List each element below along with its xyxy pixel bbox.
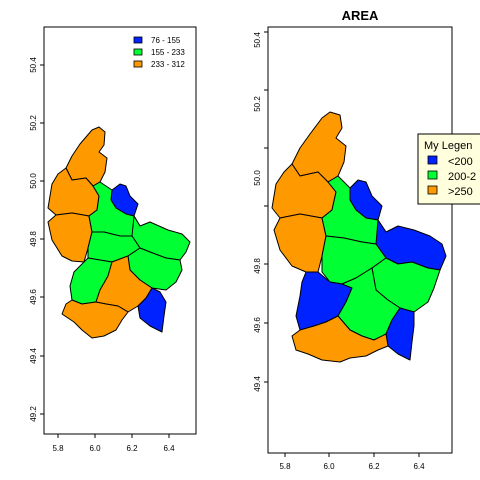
right-x-tick: 5.8 xyxy=(279,462,291,471)
left-legend-swatch-orange xyxy=(133,60,143,68)
left-legend-swatch-blue xyxy=(133,36,143,44)
left-y-tick: 50.2 xyxy=(29,115,38,131)
right-map-panel: AREA xyxy=(253,8,480,471)
right-legend-label: 200-2 xyxy=(448,171,476,183)
left-y-tick: 49.8 xyxy=(29,231,38,247)
left-legend-label: 233 - 312 xyxy=(151,60,185,69)
right-y-axis xyxy=(264,31,268,383)
right-legend-swatch-blue xyxy=(427,155,438,165)
left-legend-label: 76 - 155 xyxy=(151,36,181,45)
right-y-tick: 49.6 xyxy=(253,317,262,333)
right-y-tick: 49.8 xyxy=(253,258,262,274)
right-legend-title: My Legen xyxy=(424,140,472,152)
right-y-tick: 49.4 xyxy=(253,376,262,392)
right-legend-swatch-orange xyxy=(427,185,438,195)
left-y-tick: 50.4 xyxy=(29,57,38,73)
right-legend-label: >250 xyxy=(448,186,473,198)
left-legend-label: 155 - 233 xyxy=(151,48,185,57)
right-legend-label: <200 xyxy=(448,156,473,168)
left-map-panel: 49.2 49.4 49.6 49.8 50.0 50.2 50.4 5.8 6… xyxy=(29,26,197,453)
left-legend-swatch-green xyxy=(133,48,143,56)
right-x-tick-labels: 5.8 6.0 6.2 6.4 xyxy=(279,462,425,471)
left-y-tick: 49.6 xyxy=(29,289,38,305)
left-regions xyxy=(47,126,191,339)
right-legend-swatch-green xyxy=(427,170,438,180)
left-legend: 76 - 155 155 - 233 233 - 312 xyxy=(133,36,185,69)
left-y-tick: 50.0 xyxy=(29,173,38,189)
right-y-tick: 50.4 xyxy=(253,32,262,48)
left-region-esch xyxy=(61,299,129,339)
left-x-axis xyxy=(57,434,170,438)
left-y-tick: 49.4 xyxy=(29,348,38,364)
right-regions xyxy=(271,111,447,363)
left-y-tick: 49.2 xyxy=(29,406,38,422)
left-y-tick-labels: 49.2 49.4 49.6 49.8 50.0 50.2 50.4 xyxy=(29,57,38,422)
left-x-tick: 6.2 xyxy=(126,444,138,453)
right-y-tick: 50.0 xyxy=(253,170,262,186)
right-x-tick: 6.2 xyxy=(368,462,380,471)
right-x-tick: 6.4 xyxy=(413,462,425,471)
right-legend: My Legen <200 200-2 >250 xyxy=(417,133,480,205)
left-x-tick-labels: 5.8 6.0 6.2 6.4 xyxy=(52,444,175,453)
left-x-tick: 6.4 xyxy=(163,444,175,453)
right-region-esch xyxy=(291,315,389,363)
left-x-tick: 6.0 xyxy=(89,444,101,453)
right-x-tick: 6.0 xyxy=(323,462,335,471)
right-x-axis xyxy=(284,453,420,457)
left-region-remich xyxy=(137,287,167,333)
right-y-tick-labels: 49.4 49.6 49.8 50.0 50.2 50.4 xyxy=(253,32,262,392)
right-y-tick: 50.2 xyxy=(253,96,262,112)
left-region-luxembourg xyxy=(95,255,153,313)
left-x-tick: 5.8 xyxy=(52,444,64,453)
right-region-remich xyxy=(385,307,415,361)
right-map-title: AREA xyxy=(342,8,379,23)
left-y-axis xyxy=(40,64,44,415)
